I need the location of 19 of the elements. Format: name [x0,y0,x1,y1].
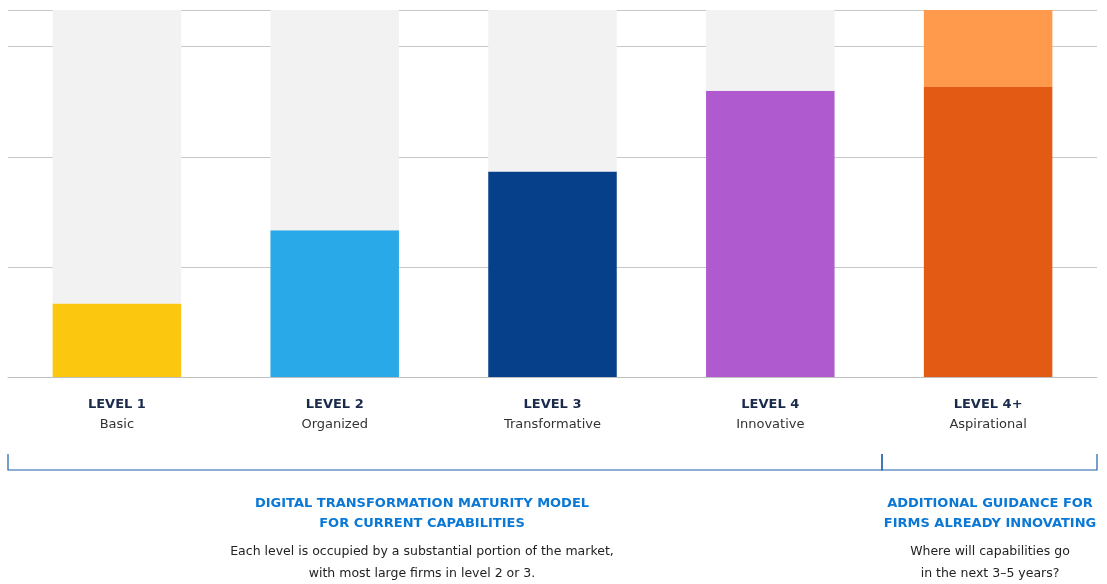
text: Each level is occupied by a substantial portion of the market, with most large firms in level 2 or 3. [229,542,615,582]
bar [270,230,399,377]
text: ADDITIONAL GUIDANCE FOR FIRMS ALREADY INNOVATING [882,494,1098,532]
x-tick-label: LEVEL 3 Transformative [502,395,602,431]
bar [52,303,182,377]
bar [52,10,182,304]
bar [488,10,617,172]
x-tick-label: LEVEL 2 Organized [301,395,368,431]
bar [706,90,835,377]
bar [923,87,1053,377]
bar [270,10,399,231]
x-tick-label: LEVEL 1 Basic [87,395,146,431]
x-tick-label: LEVEL 4 Innovative [736,395,805,431]
x-tick-label: LEVEL 4+ Aspirational [949,395,1027,431]
text: DIGITAL TRANSFORMATION MATURITY MODEL FOR CURRENT CAPABILITIES [253,494,591,532]
text: Where will capabilities go in the next 3–5 years? [909,542,1071,582]
bar [488,171,617,377]
bar [706,10,835,91]
bar [923,10,1053,88]
